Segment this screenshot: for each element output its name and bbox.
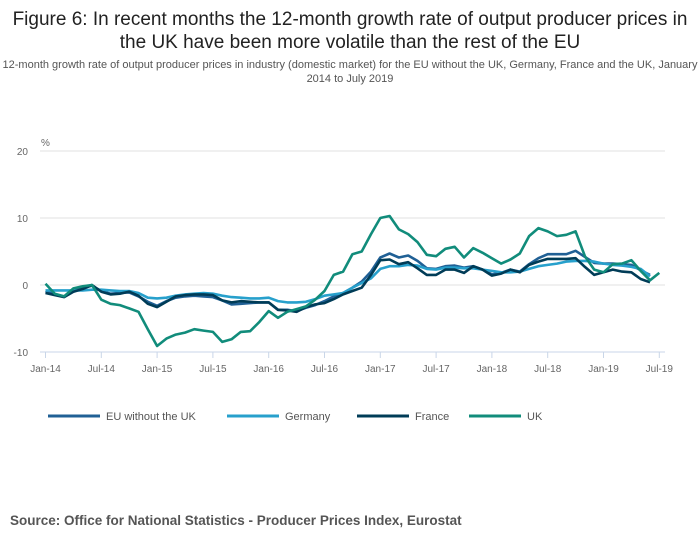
legend-label: UK bbox=[527, 411, 543, 423]
legend-label: Germany bbox=[285, 411, 331, 423]
series-line-france bbox=[45, 256, 651, 314]
x-tick-label: Jul-17 bbox=[422, 364, 450, 375]
y-tick-label: -10 bbox=[14, 348, 29, 359]
series-line-uk bbox=[44, 214, 661, 348]
y-tick-label: 0 bbox=[22, 281, 28, 292]
x-tick-label: Jan-19 bbox=[588, 364, 619, 375]
x-tick-label: Jan-14 bbox=[30, 364, 61, 375]
x-tick-label: Jul-19 bbox=[646, 364, 674, 375]
y-axis-label: % bbox=[41, 138, 50, 149]
chart-subtitle: 12-month growth rate of output producer … bbox=[2, 59, 698, 85]
x-tick-label: Jul-15 bbox=[199, 364, 227, 375]
chart-title: Figure 6: In recent months the 12-month … bbox=[12, 9, 688, 53]
x-tick-label: Jul-14 bbox=[88, 364, 116, 375]
x-tick-label: Jan-18 bbox=[477, 364, 508, 375]
legend-label: France bbox=[415, 411, 449, 423]
legend-label: EU without the UK bbox=[106, 411, 197, 423]
x-tick-label: Jan-17 bbox=[365, 364, 396, 375]
x-tick-label: Jul-18 bbox=[534, 364, 562, 375]
y-tick-label: 20 bbox=[17, 147, 29, 158]
x-tick-label: Jan-15 bbox=[142, 364, 173, 375]
x-tick-label: Jul-16 bbox=[311, 364, 339, 375]
series-line-germany bbox=[45, 259, 651, 304]
x-tick-label: Jan-16 bbox=[253, 364, 284, 375]
source-note: Source: Office for National Statistics -… bbox=[10, 513, 462, 528]
y-tick-label: 10 bbox=[17, 214, 29, 225]
